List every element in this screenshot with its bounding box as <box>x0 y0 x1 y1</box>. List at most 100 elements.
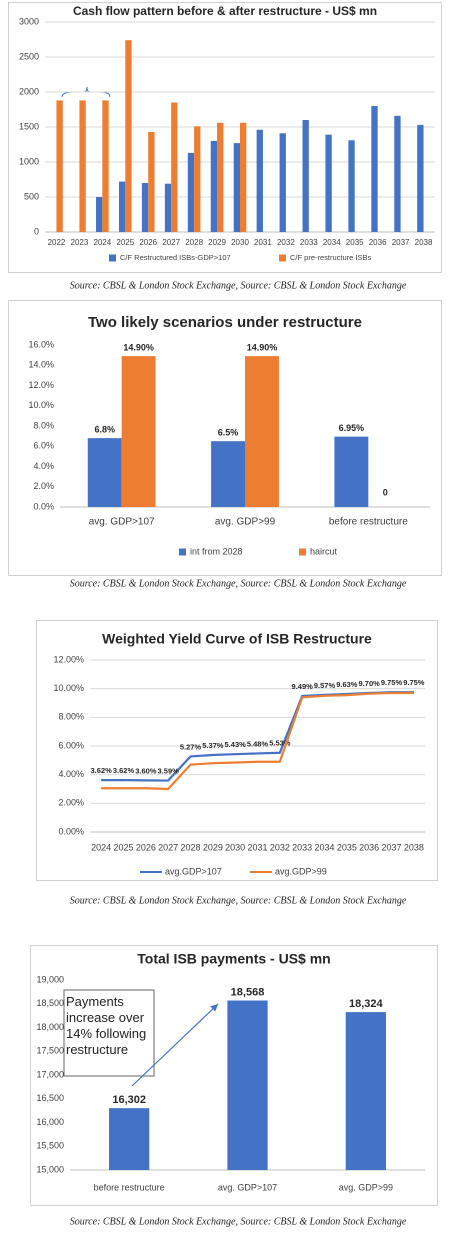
chart-title: Cash flow pattern before & after restruc… <box>73 4 377 18</box>
y-tick-label: 12.0% <box>28 380 54 390</box>
x-tick-label: 2038 <box>404 842 424 852</box>
x-tick-label: 2031 <box>247 842 267 852</box>
y-tick-label: 15,000 <box>36 1164 64 1174</box>
bar <box>394 115 401 232</box>
x-tick-label: avg. GDP>99 <box>339 1182 393 1192</box>
x-tick-label: avg. GDP>99 <box>215 517 276 528</box>
x-tick-label: 2033 <box>300 238 318 247</box>
bar <box>240 122 247 232</box>
chart-title: Total ISB payments - US$ mn <box>137 951 330 967</box>
legend-label: C/F pre-restructure ISBs <box>290 253 372 262</box>
y-tick-label: 1000 <box>19 156 39 166</box>
y-tick-label: 0.00% <box>58 826 84 836</box>
data-label: 9.57% <box>314 681 336 690</box>
bar <box>345 1012 386 1170</box>
bar <box>279 133 286 232</box>
data-label: 5.27% <box>180 742 202 751</box>
y-tick-label: 18,000 <box>36 1022 64 1032</box>
chart-title: Weighted Yield Curve of ISB Restructure <box>102 631 372 647</box>
data-label: 18,568 <box>231 986 265 998</box>
x-tick-label: 2027 <box>162 238 180 247</box>
y-tick-label: 2.00% <box>58 798 84 808</box>
bar <box>148 131 155 232</box>
y-tick-label: 6.00% <box>58 740 84 750</box>
y-tick-label: 0.0% <box>33 501 54 511</box>
x-tick-label: 2032 <box>270 842 290 852</box>
x-tick-label: 2028 <box>180 842 200 852</box>
data-label: 3.62% <box>91 766 113 775</box>
x-tick-label: 2029 <box>208 238 226 247</box>
bar <box>102 100 109 233</box>
legend-swatch <box>109 254 116 262</box>
x-tick-label: 2029 <box>203 842 223 852</box>
x-tick-label: 2030 <box>225 842 245 852</box>
y-tick-label: 17,500 <box>36 1046 64 1056</box>
x-tick-label: 2028 <box>185 238 203 247</box>
caption: Source: CBSL & London Stock Exchange, So… <box>70 1216 407 1227</box>
panel <box>8 2 442 273</box>
x-tick-label: avg. GDP>107 <box>89 517 155 528</box>
panel <box>36 620 438 881</box>
data-label: 5.53% <box>269 739 291 748</box>
data-label: 0 <box>383 487 388 497</box>
data-label: 14.90% <box>247 343 278 353</box>
data-label: 18,324 <box>349 998 384 1010</box>
legend-label: avg.GDP>99 <box>275 866 327 876</box>
y-tick-label: 8.00% <box>58 712 84 722</box>
legend-label: C/F Restructured ISBs-GDP>107 <box>120 253 231 262</box>
x-tick-label: 2025 <box>116 238 134 247</box>
data-label: 9.70% <box>359 679 381 688</box>
x-tick-label: 2036 <box>359 842 379 852</box>
x-tick-label: 2024 <box>93 238 111 247</box>
bar <box>211 441 245 507</box>
y-tick-label: 18,500 <box>36 998 64 1008</box>
panel <box>30 945 438 1206</box>
bar <box>164 183 172 232</box>
y-tick-label: 17,000 <box>36 1069 64 1079</box>
bar <box>334 436 369 507</box>
x-tick-label: 2035 <box>346 238 364 247</box>
data-label: 9.63% <box>336 680 358 689</box>
bar <box>256 129 263 232</box>
y-tick-label: 2.0% <box>33 481 54 491</box>
x-tick-label: avg. GDP>107 <box>218 1182 277 1192</box>
bar <box>245 356 279 507</box>
x-tick-label: 2038 <box>415 238 433 247</box>
y-tick-label: 2000 <box>19 86 39 96</box>
x-tick-label: 2036 <box>369 238 387 247</box>
x-tick-label: 2032 <box>277 238 295 247</box>
bar <box>210 141 218 232</box>
caption: Source: CBSL & London Stock Exchange, So… <box>70 895 407 906</box>
x-tick-label: 2025 <box>113 842 133 852</box>
bar <box>371 106 378 232</box>
y-tick-label: 16,000 <box>36 1117 64 1127</box>
y-tick-label: 3000 <box>19 16 39 26</box>
x-tick-label: before restructure <box>94 1182 165 1192</box>
caption: Source: CBSL & London Stock Exchange, So… <box>70 578 407 589</box>
data-label: 6.8% <box>94 425 115 435</box>
chart-title: Two likely scenarios under restructure <box>88 314 362 331</box>
bar <box>325 134 332 232</box>
x-tick-label: 2034 <box>314 842 334 852</box>
bar <box>141 183 149 232</box>
bar <box>227 1000 268 1170</box>
data-label: 3.59% <box>158 767 180 776</box>
bar <box>125 40 132 233</box>
y-tick-label: 10.00% <box>53 683 84 693</box>
bar <box>56 100 63 233</box>
data-label: 16,302 <box>112 1094 146 1106</box>
y-tick-label: 15,500 <box>36 1141 64 1151</box>
bar <box>233 143 240 232</box>
y-tick-label: 14.0% <box>28 360 54 370</box>
line <box>101 691 414 791</box>
bar <box>79 100 86 233</box>
x-tick-label: 2033 <box>292 842 312 852</box>
y-tick-label: 4.0% <box>33 461 54 471</box>
x-tick-label: 2027 <box>158 842 178 852</box>
x-tick-label: before restructure <box>329 517 408 528</box>
bar <box>217 122 224 232</box>
x-tick-label: 2026 <box>136 842 156 852</box>
y-tick-label: 16.0% <box>28 339 54 349</box>
bar <box>87 438 122 507</box>
